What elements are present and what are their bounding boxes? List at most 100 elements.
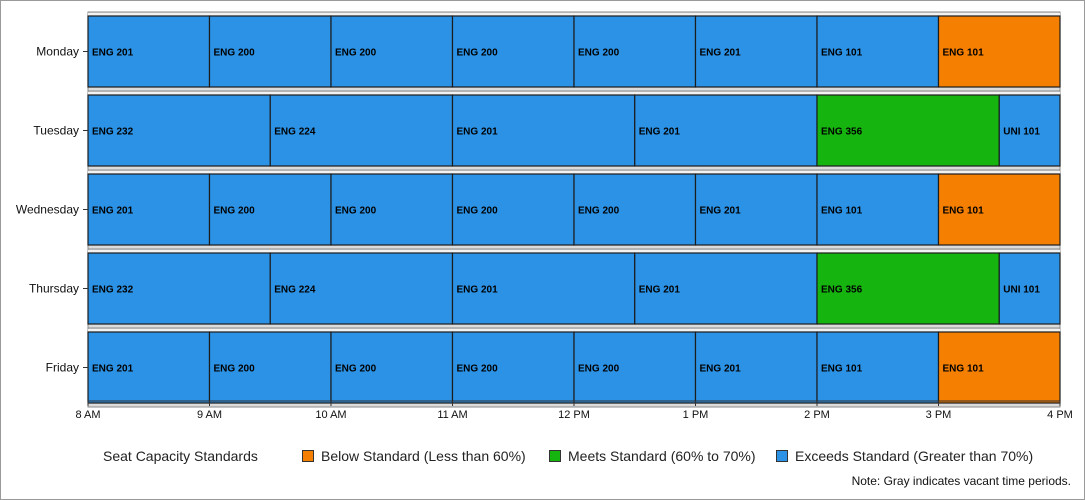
row-wednesday: ENG 201 ENG 200 ENG 200 ENG 200 ENG 200 ENG 2… bbox=[87, 169, 1061, 250]
session-bar: ENG 101 bbox=[816, 173, 940, 246]
legend-swatch-below bbox=[302, 450, 314, 462]
session-rect bbox=[816, 331, 940, 404]
legend-item-meets: Meets Standard (60% to 70%) bbox=[549, 446, 756, 466]
session-label: ENG 201 bbox=[639, 285, 681, 296]
x-tick-label: 12 PM bbox=[558, 409, 590, 421]
session-bar: ENG 200 bbox=[208, 173, 332, 246]
session-bar: ENG 200 bbox=[573, 173, 697, 246]
row-thursday: ENG 232 ENG 224 ENG 201 ENG 201 ENG 356 UNI 1… bbox=[87, 248, 1061, 329]
session-bar: ENG 200 bbox=[330, 331, 454, 404]
band-highlight bbox=[88, 250, 1060, 253]
x-tick-label: 4 PM bbox=[1047, 409, 1073, 421]
session-bar: ENG 201 bbox=[87, 331, 211, 404]
session-label: ENG 200 bbox=[578, 206, 620, 217]
session-rect bbox=[451, 173, 575, 246]
session-rect bbox=[208, 173, 332, 246]
y-tick-label: Monday bbox=[36, 45, 79, 59]
legend-label-below: Below Standard (Less than 60%) bbox=[321, 448, 526, 464]
session-rect bbox=[816, 252, 1000, 325]
session-bar: ENG 101 bbox=[937, 173, 1061, 246]
session-bar: ENG 201 bbox=[87, 173, 211, 246]
row-friday: ENG 201 ENG 200 ENG 200 ENG 200 ENG 200 ENG 2… bbox=[87, 327, 1061, 408]
session-label: ENG 201 bbox=[639, 127, 681, 138]
y-tick-label: Wednesday bbox=[16, 203, 79, 217]
session-label: ENG 224 bbox=[274, 127, 316, 138]
session-label: ENG 101 bbox=[821, 364, 863, 375]
session-rect bbox=[694, 173, 818, 246]
x-tick-label: 11 AM bbox=[437, 409, 467, 421]
session-bar: ENG 201 bbox=[451, 94, 636, 167]
session-label: ENG 101 bbox=[821, 206, 863, 217]
band-highlight bbox=[88, 329, 1060, 332]
session-label: ENG 200 bbox=[214, 48, 256, 59]
session-bar: ENG 200 bbox=[208, 15, 332, 88]
row-tuesday: ENG 232 ENG 224 ENG 201 ENG 201 ENG 356 UNI 1… bbox=[87, 90, 1061, 171]
session-bar: ENG 101 bbox=[816, 331, 940, 404]
session-label: ENG 201 bbox=[92, 48, 134, 59]
session-rect bbox=[937, 15, 1061, 88]
session-bar: ENG 200 bbox=[573, 331, 697, 404]
session-bar: ENG 101 bbox=[937, 15, 1061, 88]
session-rect bbox=[451, 15, 575, 88]
session-label: ENG 101 bbox=[943, 48, 985, 59]
session-label: ENG 101 bbox=[821, 48, 863, 59]
band-highlight bbox=[88, 171, 1060, 174]
session-label: ENG 201 bbox=[700, 206, 742, 217]
legend-label-exceeds: Exceeds Standard (Greater than 70%) bbox=[795, 448, 1034, 464]
vacant-note: Note: Gray indicates vacant time periods… bbox=[851, 474, 1071, 488]
legend-swatch-exceeds bbox=[776, 450, 788, 462]
session-label: ENG 356 bbox=[821, 285, 863, 296]
legend-swatch-meets bbox=[549, 450, 561, 462]
session-label: ENG 232 bbox=[92, 285, 134, 296]
session-bar: ENG 200 bbox=[330, 15, 454, 88]
x-tick-label: 2 PM bbox=[804, 409, 830, 421]
session-rect bbox=[208, 15, 332, 88]
session-label: ENG 201 bbox=[92, 364, 134, 375]
session-bar: ENG 232 bbox=[87, 94, 271, 167]
session-label: ENG 200 bbox=[578, 48, 620, 59]
session-bar: ENG 201 bbox=[634, 94, 818, 167]
x-tick-label: 9 AM bbox=[197, 409, 222, 421]
session-rect bbox=[451, 331, 575, 404]
session-label: ENG 200 bbox=[457, 364, 499, 375]
session-bar: ENG 201 bbox=[694, 173, 818, 246]
session-label: ENG 200 bbox=[214, 364, 256, 375]
session-rect bbox=[573, 15, 697, 88]
session-rect bbox=[330, 331, 454, 404]
session-label: ENG 200 bbox=[457, 206, 499, 217]
session-label: ENG 201 bbox=[457, 285, 499, 296]
y-tick-label: Thursday bbox=[29, 282, 79, 296]
session-bar: ENG 200 bbox=[208, 331, 332, 404]
legend: Seat Capacity Standards Below Standard (… bbox=[0, 446, 1085, 466]
band-highlight bbox=[88, 92, 1060, 95]
session-label: ENG 201 bbox=[457, 127, 499, 138]
session-bar: ENG 232 bbox=[87, 252, 271, 325]
session-rect bbox=[998, 252, 1061, 325]
session-bar: ENG 101 bbox=[816, 15, 940, 88]
session-label: ENG 200 bbox=[335, 206, 377, 217]
schedule-chart: ENG 201 ENG 200 ENG 200 ENG 200 ENG 200 ENG 2… bbox=[16, 11, 1073, 421]
session-bar: ENG 356 bbox=[816, 94, 1000, 167]
session-bar: ENG 201 bbox=[694, 331, 818, 404]
legend-item-below: Below Standard (Less than 60%) bbox=[302, 446, 526, 466]
session-rect bbox=[87, 331, 211, 404]
session-label: ENG 200 bbox=[335, 48, 377, 59]
legend-label-meets: Meets Standard (60% to 70%) bbox=[568, 448, 756, 464]
session-rect bbox=[87, 173, 211, 246]
session-rect bbox=[573, 331, 697, 404]
session-rect bbox=[634, 94, 818, 167]
session-label: ENG 201 bbox=[700, 48, 742, 59]
session-bar: ENG 201 bbox=[634, 252, 818, 325]
session-bar: ENG 200 bbox=[330, 173, 454, 246]
session-bar: ENG 356 bbox=[816, 252, 1000, 325]
session-rect bbox=[87, 94, 271, 167]
session-bar: UNI 101 bbox=[998, 94, 1061, 167]
session-rect bbox=[269, 252, 454, 325]
x-tick-label: 1 PM bbox=[683, 409, 709, 421]
session-label: ENG 356 bbox=[821, 127, 863, 138]
session-rect bbox=[330, 15, 454, 88]
session-bar: ENG 224 bbox=[269, 252, 454, 325]
x-tick-label: 10 AM bbox=[315, 409, 346, 421]
session-rect bbox=[634, 252, 818, 325]
session-label: ENG 200 bbox=[457, 48, 499, 59]
